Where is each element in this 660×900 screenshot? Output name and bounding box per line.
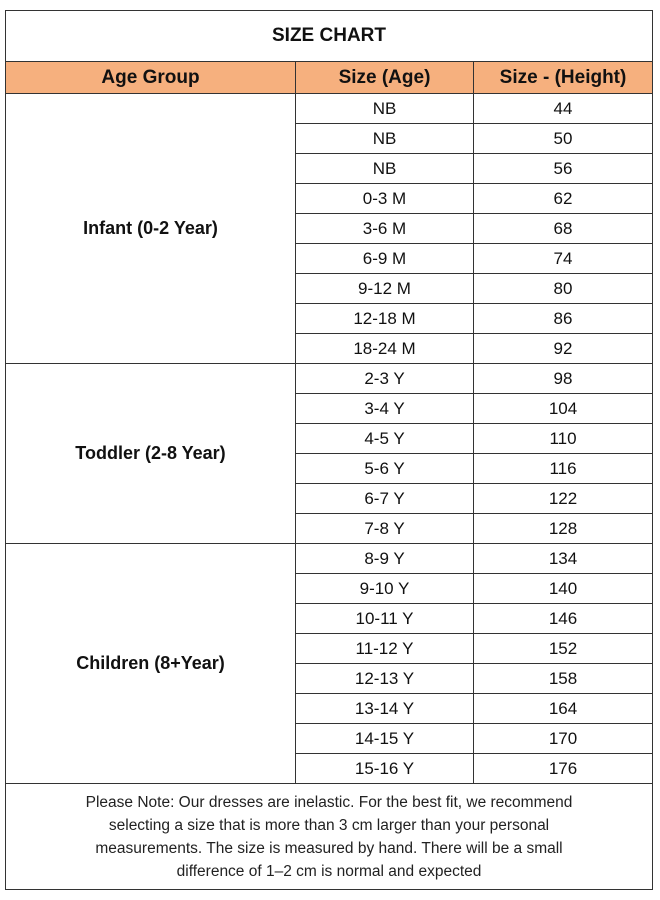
size-row: 6-9 M 74 bbox=[6, 243, 654, 274]
size-row: 15-16 Y 176 bbox=[6, 753, 654, 784]
size-height: 152 bbox=[472, 633, 654, 664]
note-line: measurements. The size is measured by ha… bbox=[95, 839, 563, 857]
size-age: 18-24 M bbox=[295, 333, 474, 364]
column-header: Size - (Height) bbox=[472, 61, 654, 94]
size-row: 3-4 Y 104 bbox=[6, 393, 654, 424]
size-height: 164 bbox=[472, 693, 654, 724]
note-line: difference of 1–2 cm is normal and expec… bbox=[176, 862, 482, 880]
size-height: 74 bbox=[472, 243, 654, 274]
size-height: 86 bbox=[472, 303, 654, 334]
size-height: 80 bbox=[472, 273, 654, 304]
size-row: 3-6 M 68 bbox=[6, 213, 654, 244]
size-height: 140 bbox=[472, 573, 654, 604]
size-age: 2-3 Y bbox=[295, 363, 474, 394]
size-height: 62 bbox=[472, 183, 654, 214]
size-height: 128 bbox=[472, 513, 654, 544]
size-age: 11-12 Y bbox=[295, 633, 474, 664]
note-line: selecting a size that is more than 3 cm … bbox=[108, 816, 550, 834]
size-height: 104 bbox=[472, 393, 654, 424]
size-height: 98 bbox=[472, 363, 654, 394]
note: Please Note: Our dresses are inelastic. … bbox=[4, 783, 654, 890]
size-row: 11-12 Y 152 bbox=[6, 633, 654, 664]
size-row: 9-10 Y 140 bbox=[6, 573, 654, 604]
size-row: 7-8 Y 128 bbox=[6, 513, 654, 544]
size-age: 14-15 Y bbox=[295, 723, 474, 754]
header-row: Age Group Size (Age) Size - (Height) bbox=[5, 61, 654, 94]
size-age: NB bbox=[295, 123, 474, 154]
column-header: Age Group bbox=[5, 61, 296, 94]
size-row: 18-24 M 92 bbox=[6, 333, 654, 364]
size-row: 12-18 M 86 bbox=[6, 303, 654, 334]
size-age: 5-6 Y bbox=[295, 453, 474, 484]
size-age: 6-9 M bbox=[295, 243, 474, 274]
age-group: Infant (0-2 Year) bbox=[5, 93, 296, 364]
age-group: Toddler (2-8 Year) bbox=[5, 363, 296, 544]
size-age: 6-7 Y bbox=[295, 483, 474, 514]
size-row: 5-6 Y 116 bbox=[6, 453, 654, 484]
size-age: 12-18 M bbox=[295, 303, 474, 334]
size-row: 0-3 M 62 bbox=[6, 183, 654, 214]
size-age: 3-4 Y bbox=[295, 393, 474, 424]
size-age: 3-6 M bbox=[295, 213, 474, 244]
column-header: Size (Age) bbox=[295, 61, 474, 94]
size-row: Children (8+Year) 8-9 Y 134 bbox=[5, 543, 654, 784]
size-row: NB 56 bbox=[6, 153, 654, 184]
note-line: Please Note: Our dresses are inelastic. … bbox=[85, 793, 573, 811]
size-height: 170 bbox=[472, 723, 654, 754]
size-height: 116 bbox=[472, 453, 654, 484]
size-row: Toddler (2-8 Year) 2-3 Y 98 bbox=[5, 363, 654, 544]
size-age: 15-16 Y bbox=[295, 753, 474, 784]
size-height: 92 bbox=[472, 333, 654, 364]
size-age: NB bbox=[295, 93, 474, 124]
size-row: 12-13 Y 158 bbox=[6, 663, 654, 694]
size-height: 44 bbox=[472, 93, 654, 124]
size-age: NB bbox=[295, 153, 474, 184]
size-height: 50 bbox=[472, 123, 654, 154]
size-age: 10-11 Y bbox=[295, 603, 474, 634]
size-age: 9-10 Y bbox=[295, 573, 474, 604]
size-height: 68 bbox=[472, 213, 654, 244]
size-height: 56 bbox=[472, 153, 654, 184]
size-table: SIZE CHART Age Group Size (Age) Size - (He… bbox=[4, 10, 654, 890]
size-row: 6-7 Y 122 bbox=[6, 483, 654, 514]
size-height: 110 bbox=[472, 423, 654, 454]
size-height: 176 bbox=[472, 753, 654, 784]
size-age: 7-8 Y bbox=[295, 513, 474, 544]
note-row: Please Note: Our dresses are inelastic. … bbox=[4, 783, 654, 890]
size-height: 158 bbox=[472, 663, 654, 694]
size-age: 13-14 Y bbox=[295, 693, 474, 724]
size-age: 9-12 M bbox=[295, 273, 474, 304]
size-row: NB 50 bbox=[6, 123, 654, 154]
size-row: Infant (0-2 Year) NB 44 bbox=[5, 93, 654, 364]
size-height: 134 bbox=[472, 543, 654, 574]
size-height: 122 bbox=[472, 483, 654, 514]
size-age: 4-5 Y bbox=[295, 423, 474, 454]
size-age: 0-3 M bbox=[295, 183, 474, 214]
size-height: 146 bbox=[472, 603, 654, 634]
age-group: Children (8+Year) bbox=[5, 543, 296, 784]
title: SIZE CHART bbox=[4, 10, 654, 62]
size-row: 10-11 Y 146 bbox=[6, 603, 654, 634]
size-age: 12-13 Y bbox=[295, 663, 474, 694]
size-age: 8-9 Y bbox=[295, 543, 474, 574]
size-row: 9-12 M 80 bbox=[6, 273, 654, 304]
size-row: 4-5 Y 110 bbox=[6, 423, 654, 454]
